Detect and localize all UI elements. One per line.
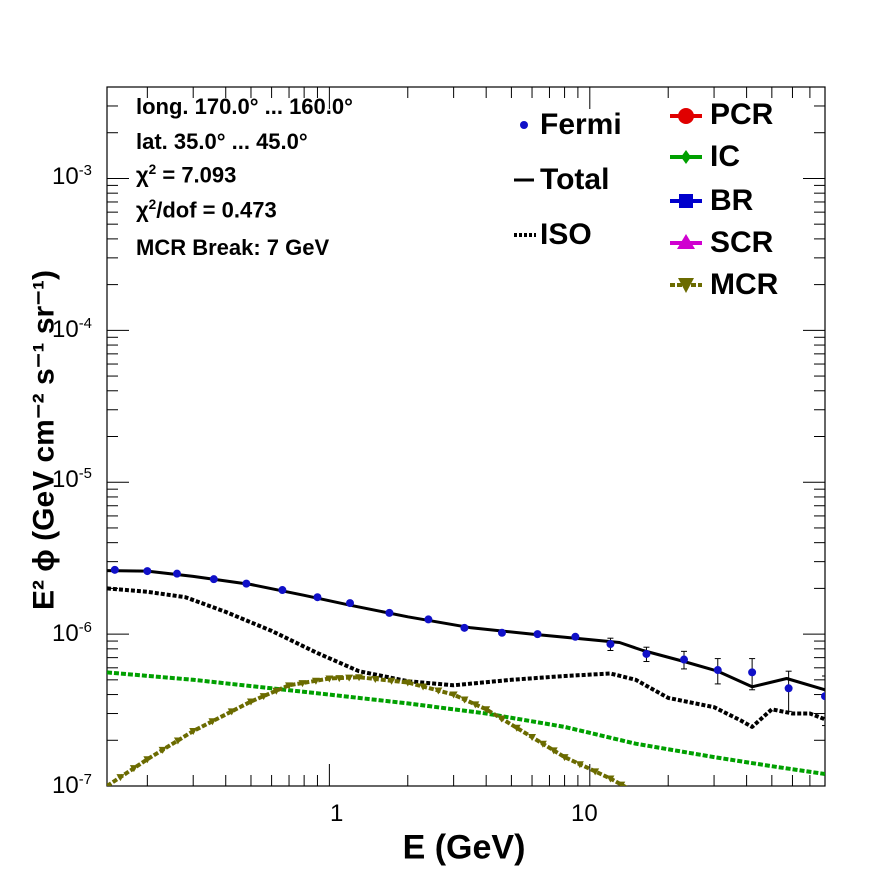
mcr-marker <box>560 754 569 762</box>
fermi-points <box>110 565 825 727</box>
y-tick-label: 10-4 <box>52 316 92 343</box>
fermi-point <box>497 628 506 637</box>
mcr-marker <box>189 728 198 736</box>
axis-ticks <box>107 86 826 787</box>
mcr-marker <box>387 677 396 685</box>
mcr-marker <box>325 675 334 683</box>
y-axis-title: E² ϕ (GeV cm⁻² s⁻¹ sr⁻¹) <box>27 269 61 611</box>
fermi-point <box>110 565 119 574</box>
x-axis-title: E (GeV) <box>402 828 526 867</box>
legend-label-pcr: PCR <box>710 98 774 131</box>
fermi-point <box>345 599 354 608</box>
mcr-marker <box>259 693 268 701</box>
fermi-point <box>313 593 322 602</box>
y-tick-label: 10-3 <box>52 163 92 190</box>
x-tick-label: 10 <box>571 800 598 827</box>
mcr-marker <box>371 676 380 684</box>
y-tick-label: 10-6 <box>52 620 92 647</box>
mcr-marker <box>628 788 636 795</box>
fermi-point <box>385 608 394 617</box>
mcr-marker <box>311 677 320 685</box>
ic-curve <box>107 670 825 776</box>
mcr-marker <box>528 734 537 742</box>
fermi-point <box>173 569 182 578</box>
fermi-point <box>460 623 469 632</box>
legend-label-br: BR <box>710 184 754 217</box>
model-curves <box>107 569 825 795</box>
mcr-marker <box>227 708 236 716</box>
y-tick-label: 10-7 <box>52 772 92 799</box>
mcr-marker <box>449 691 458 699</box>
mcr-marker <box>497 715 506 723</box>
legend-marker-ic <box>681 150 691 164</box>
fermi-point <box>571 632 580 641</box>
info-mcr-break: MCR Break: 7 GeV <box>136 235 330 260</box>
legend-label-total: Total <box>540 163 610 196</box>
mcr-marker <box>355 674 364 682</box>
mcr-marker <box>419 683 428 691</box>
total-curve <box>107 569 825 692</box>
mcr-marker <box>538 740 547 748</box>
legend-marker-scr <box>677 234 695 249</box>
mcr-marker <box>482 706 491 714</box>
x-tick-label: 1 <box>330 800 344 827</box>
mcr-marker <box>246 698 255 706</box>
fermi-point <box>606 640 615 649</box>
fermi-point <box>143 567 152 576</box>
mcr-marker <box>208 718 217 726</box>
mcr-marker <box>512 724 521 732</box>
legend-marker-mcr <box>678 278 694 293</box>
fermi-point <box>713 666 722 675</box>
fermi-point <box>533 630 542 639</box>
mcr-marker <box>591 768 600 776</box>
legend-symbol-fermi <box>520 121 528 129</box>
fermi-point <box>821 692 825 701</box>
legend-marker-pcr <box>678 108 694 124</box>
mcr-marker <box>335 675 344 683</box>
fermi-point <box>642 649 651 658</box>
mcr-marker <box>434 687 443 695</box>
mcr-curve <box>107 675 628 786</box>
legend-label-ic: IC <box>710 140 740 173</box>
mcr-marker <box>606 775 615 783</box>
fermi-point <box>242 579 251 588</box>
mcr-marker <box>158 746 167 754</box>
mcr-marker <box>549 747 558 755</box>
fermi-point <box>784 684 793 693</box>
mcr-marker <box>285 682 294 690</box>
mcr-marker <box>345 674 354 682</box>
legend-label-scr: SCR <box>710 226 774 259</box>
mcr-marker <box>173 737 182 745</box>
mcr-marker <box>617 781 626 786</box>
legend-marker-br <box>679 194 693 208</box>
mcr-marker <box>471 701 480 709</box>
info-longitude: long. 170.0° ... 160.0° <box>136 94 353 119</box>
legend-symbols <box>514 108 702 293</box>
mcr-marker <box>460 696 469 704</box>
mcr-marker <box>272 687 281 695</box>
fermi-point <box>209 575 218 584</box>
fermi-point <box>680 655 689 664</box>
fermi-point <box>748 668 757 677</box>
legend-label-iso: ISO <box>540 218 592 251</box>
mcr-marker <box>575 761 584 769</box>
mcr-marker <box>116 774 125 782</box>
info-chi2-dof: χ2/dof = 0.473 <box>136 197 277 223</box>
info-latitude: lat. 35.0° ... 45.0° <box>136 129 308 154</box>
legend-label-fermi: Fermi <box>540 108 622 141</box>
mcr-marker <box>107 783 111 786</box>
info-chi2: χ2 = 7.093 <box>136 162 237 188</box>
mcr-marker <box>403 679 412 687</box>
mcr-marker <box>298 680 307 688</box>
legend-label-mcr: MCR <box>710 268 779 301</box>
mcr-marker <box>143 756 152 764</box>
fermi-point <box>424 615 433 624</box>
iso-curve <box>107 586 825 729</box>
fermi-point <box>278 586 287 595</box>
y-tick-label: 10-5 <box>52 466 92 493</box>
mcr-marker <box>129 765 138 773</box>
